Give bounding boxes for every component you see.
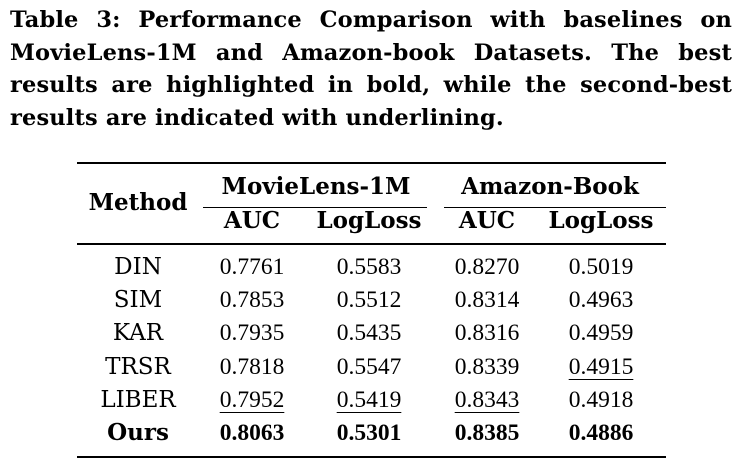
- value-cell: 0.5547: [336, 353, 402, 380]
- subheader-logloss-movielens: LogLoss: [316, 207, 422, 234]
- value-cell: 0.4915: [568, 353, 634, 380]
- value-cell: 0.8385: [454, 420, 520, 446]
- table-bottom-rule: [77, 456, 666, 458]
- method-cell: TRSR: [105, 353, 171, 380]
- value-cell: 0.8339: [454, 353, 520, 380]
- value-cell: 0.7853: [219, 287, 285, 314]
- subheader-auc-movielens: AUC: [223, 207, 281, 234]
- table-caption: Table 3: Performance Comparison with bas…: [10, 7, 732, 131]
- method-header: Method: [88, 189, 188, 216]
- method-cell: KAR: [112, 320, 164, 347]
- group-header-amazon: Amazon-Book: [461, 173, 639, 200]
- table-header-rule: [77, 243, 666, 245]
- subheader-auc-amazon: AUC: [458, 207, 516, 234]
- table-top-rule: [77, 162, 666, 164]
- value-cell: 0.7761: [219, 254, 285, 280]
- value-cell: 0.5583: [336, 254, 402, 280]
- subheader-logloss-amazon: LogLoss: [548, 207, 654, 234]
- value-cell: 0.8314: [454, 287, 520, 314]
- value-cell: 0.4959: [568, 320, 634, 347]
- value-cell: 0.8343: [454, 386, 520, 413]
- method-cell: DIN: [114, 254, 162, 280]
- value-cell: 0.5419: [336, 386, 402, 413]
- value-cell: 0.5512: [336, 287, 402, 314]
- value-cell: 0.4918: [568, 386, 634, 413]
- value-cell: 0.5301: [336, 420, 402, 446]
- group-rule-amazon: [444, 207, 666, 209]
- value-cell: 0.8270: [454, 254, 520, 280]
- method-cell: Ours: [107, 419, 169, 446]
- method-cell: SIM: [113, 287, 163, 314]
- group-rule-movielens: [203, 207, 427, 209]
- value-cell: 0.5435: [336, 320, 402, 347]
- value-cell: 0.8063: [219, 420, 285, 446]
- value-cell: 0.8316: [454, 320, 520, 347]
- value-cell: 0.5019: [568, 254, 634, 280]
- value-cell: 0.4886: [568, 420, 634, 446]
- value-cell: 0.7935: [219, 320, 285, 347]
- group-header-movielens: MovieLens-1M: [221, 173, 411, 200]
- value-cell: 0.7818: [219, 353, 285, 380]
- value-cell: 0.7952: [219, 386, 285, 413]
- method-cell: LIBER: [100, 386, 176, 413]
- value-cell: 0.4963: [568, 287, 634, 314]
